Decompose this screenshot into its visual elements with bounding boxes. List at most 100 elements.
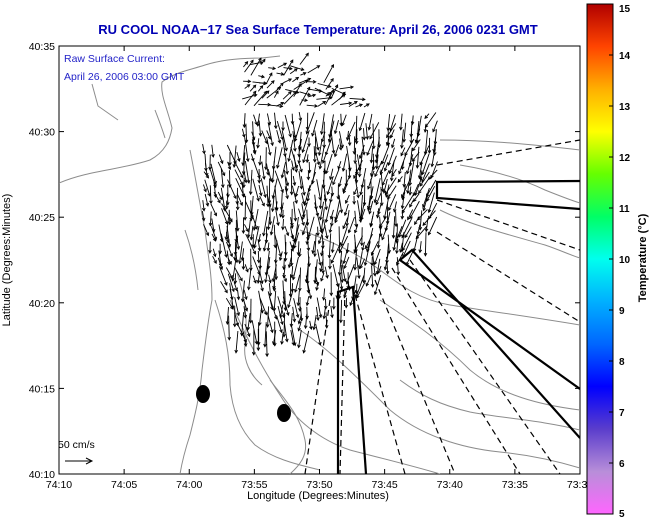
current-vector	[241, 128, 245, 138]
current-vector-head	[281, 127, 285, 132]
current-vector	[354, 210, 357, 227]
current-vector	[220, 168, 224, 188]
current-vector-head	[213, 212, 218, 217]
current-vector	[399, 242, 403, 253]
current-vector-head	[345, 137, 350, 142]
current-vector	[276, 82, 284, 90]
current-vector-head	[276, 164, 280, 169]
current-vector-head	[266, 226, 271, 231]
current-vector-head	[422, 222, 427, 227]
current-vector	[317, 101, 326, 107]
current-vector-head	[235, 227, 240, 232]
current-vector	[293, 201, 297, 221]
current-vector	[315, 306, 319, 321]
current-vector	[258, 82, 267, 84]
current-vector	[387, 147, 395, 166]
current-vector	[370, 160, 375, 177]
current-vector-head	[305, 159, 310, 164]
current-vector-head	[299, 168, 303, 173]
current-vector	[259, 195, 265, 206]
current-vector	[252, 121, 255, 146]
current-vector	[338, 131, 344, 148]
current-vector	[220, 281, 228, 293]
current-vector-head	[261, 74, 266, 79]
contour-13	[184, 229, 199, 291]
current-vector-head	[229, 305, 234, 310]
current-vector	[217, 161, 226, 176]
current-vector	[301, 192, 305, 205]
current-vector	[325, 153, 333, 174]
current-vector-head	[286, 312, 290, 317]
current-vector-head	[321, 159, 326, 164]
current-vector-head	[369, 159, 374, 164]
current-vector-head	[265, 353, 269, 358]
current-vector-head	[307, 77, 312, 82]
current-vector-head	[360, 242, 364, 247]
current-vector-head	[354, 140, 359, 145]
current-vector-head	[270, 142, 274, 147]
current-vector-head	[325, 235, 329, 240]
current-vector-head	[281, 226, 285, 231]
current-vector	[291, 233, 296, 243]
current-vector	[210, 226, 217, 240]
current-vector-head	[242, 133, 246, 138]
current-vector-head	[247, 333, 251, 338]
current-vector	[376, 136, 380, 158]
current-vector	[218, 224, 223, 242]
current-vector	[381, 145, 390, 165]
current-vector	[361, 136, 365, 155]
current-vector-head	[267, 203, 272, 208]
current-vector	[285, 155, 288, 174]
current-vector-head	[283, 62, 288, 67]
current-vector	[306, 112, 315, 134]
overlay-line-1: Raw Surface Current:	[64, 53, 165, 65]
current-vector	[252, 178, 260, 201]
current-vector	[338, 176, 343, 187]
current-vector-head	[231, 277, 235, 282]
current-vector-head	[405, 170, 410, 175]
current-vector-head	[282, 274, 286, 279]
current-vector	[337, 161, 342, 170]
x-axis: 74:10 74:05 74:00 73:55 73:50 73:45 73:40 73:35…	[46, 46, 593, 491]
current-vector-head	[418, 190, 422, 194]
current-vector	[319, 201, 325, 220]
current-vector-head	[322, 100, 327, 105]
current-vector-head	[339, 209, 344, 214]
current-vector	[407, 209, 414, 220]
current-vector-head	[404, 152, 408, 157]
current-vector-head	[354, 223, 358, 228]
current-vector	[338, 226, 341, 252]
current-vector-head	[369, 223, 373, 228]
current-vector-head	[411, 158, 416, 162]
current-vector	[298, 78, 311, 84]
current-vector-head	[312, 80, 317, 84]
current-vector-head	[402, 183, 407, 188]
current-vector-head	[209, 200, 213, 205]
current-vector-head	[375, 214, 380, 219]
current-vector	[282, 272, 287, 282]
current-vector	[298, 112, 302, 121]
current-vector	[250, 210, 258, 230]
current-vector-head	[337, 295, 342, 300]
current-vector-head	[258, 57, 262, 62]
current-vector-head	[295, 76, 300, 81]
vector-scale-label: 50 cm/s	[58, 439, 95, 451]
current-vector-head	[259, 85, 264, 89]
current-vector-head	[324, 151, 329, 156]
contour-7	[439, 139, 580, 151]
current-vector-head	[205, 232, 210, 237]
current-vector	[300, 176, 305, 195]
current-vector	[396, 257, 399, 275]
current-vector	[281, 161, 287, 178]
current-vector-head	[285, 170, 289, 175]
current-vector	[251, 195, 254, 215]
current-vector	[316, 179, 321, 200]
current-vector	[288, 139, 294, 162]
current-vector	[257, 240, 261, 251]
current-vector	[397, 176, 403, 183]
current-vector	[221, 208, 228, 225]
contour-4	[379, 299, 580, 411]
current-vector-head	[241, 266, 246, 271]
current-vector	[313, 146, 316, 162]
current-vector-head	[205, 174, 210, 179]
